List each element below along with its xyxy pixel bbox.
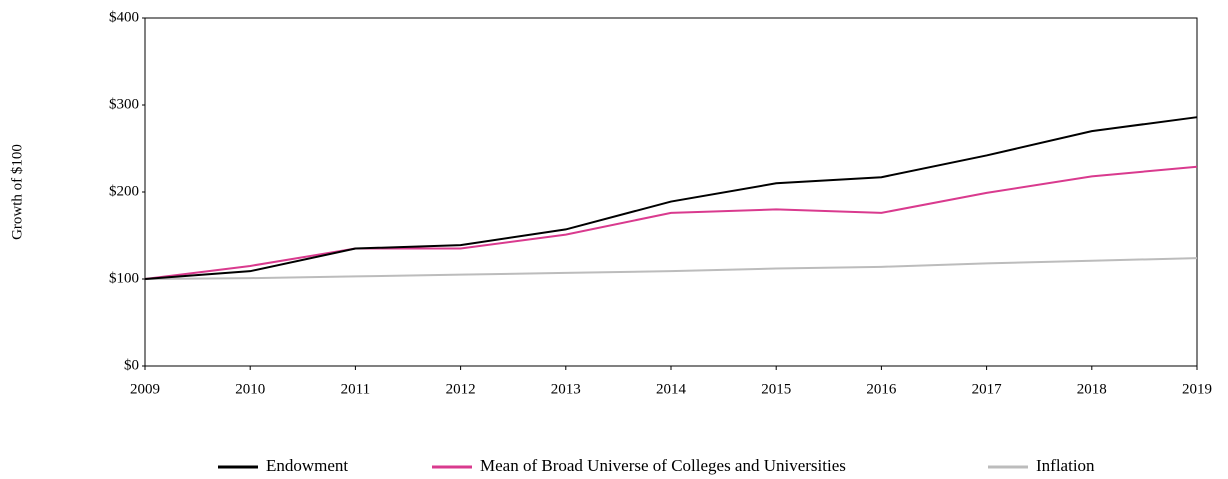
y-tick-label: $0 xyxy=(124,357,139,373)
series-line xyxy=(144,257,1198,280)
x-tick-label: 2012 xyxy=(446,381,476,397)
legend-label: Inflation xyxy=(1036,456,1095,475)
series-line xyxy=(144,165,1198,280)
y-axis-label: Growth of $100 xyxy=(9,144,25,240)
y-tick-label: $200 xyxy=(109,183,139,199)
x-tick-label: 2018 xyxy=(1077,381,1107,397)
x-tick-label: 2017 xyxy=(972,381,1003,397)
y-tick-label: $400 xyxy=(109,9,139,25)
series-line xyxy=(144,116,1198,280)
x-tick-label: 2019 xyxy=(1182,381,1212,397)
legend-label: Endowment xyxy=(266,456,348,475)
plot-frame xyxy=(144,17,1198,367)
y-tick-label: $100 xyxy=(109,270,139,286)
x-tick-label: 2015 xyxy=(761,381,791,397)
x-tick-label: 2010 xyxy=(235,381,265,397)
x-tick-label: 2014 xyxy=(656,381,687,397)
x-tick-label: 2009 xyxy=(130,381,160,397)
y-tick-label: $300 xyxy=(109,96,139,112)
legend-label: Mean of Broad Universe of Colleges and U… xyxy=(480,456,846,475)
x-tick-label: 2016 xyxy=(866,381,897,397)
x-tick-label: 2013 xyxy=(551,381,581,397)
x-tick-label: 2011 xyxy=(341,381,370,397)
